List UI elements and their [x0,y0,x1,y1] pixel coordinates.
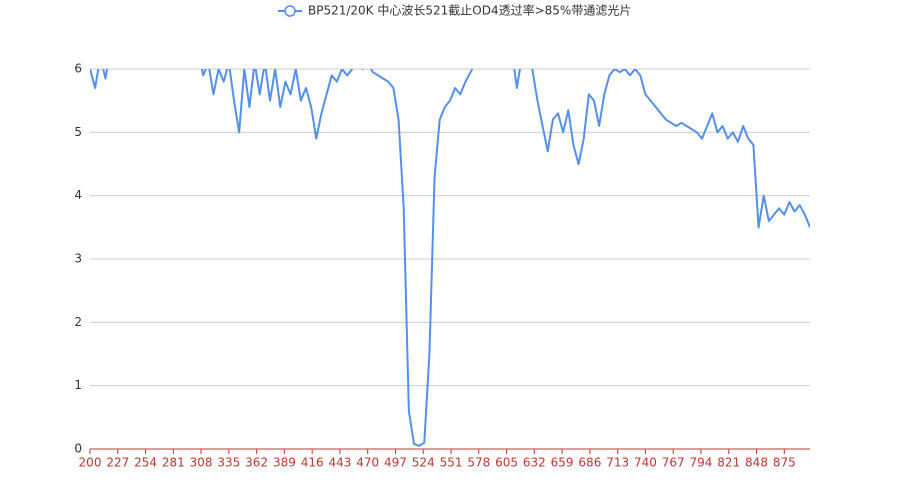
x-tick-label: 740 [634,456,657,470]
x-tick-label: 497 [384,456,407,470]
y-tick-label: 1 [74,378,82,392]
x-tick-label: 254 [134,456,157,470]
x-tick-label: 362 [245,456,268,470]
x-tick-label: 524 [412,456,435,470]
x-tick-label: 632 [523,456,546,470]
x-tick-label: 713 [606,456,629,470]
x-tick-label: 821 [717,456,740,470]
x-tick-label: 416 [301,456,324,470]
x-tick-label: 281 [162,456,185,470]
x-tick-label: 578 [467,456,490,470]
x-tick-label: 200 [79,456,102,470]
x-tick-label: 443 [328,456,351,470]
x-tick-label: 848 [745,456,768,470]
y-tick-label: 2 [74,315,82,329]
x-tick-label: 875 [773,456,796,470]
y-tick-label: 4 [74,188,82,202]
y-tick-label: 5 [74,125,82,139]
x-tick-label: 308 [190,456,213,470]
x-tick-label: 227 [106,456,129,470]
x-tick-label: 767 [662,456,685,470]
x-tick-label: 470 [356,456,379,470]
x-tick-label: 605 [495,456,518,470]
legend-label: BP521/20K 中心波长521截止OD4透过率>85%带通滤光片 [308,3,631,18]
y-tick-label: 3 [74,252,82,266]
y-tick-label: 0 [74,442,82,456]
x-tick-label: 686 [578,456,601,470]
line [90,69,810,447]
x-tick-label: 389 [273,456,296,470]
legend-marker [284,5,296,17]
x-tick-label: 794 [690,456,713,470]
y-tick-label: 6 [74,62,82,76]
x-tick-label: 659 [551,456,574,470]
x-tick-label: 551 [440,456,463,470]
x-tick-label: 335 [217,456,240,470]
